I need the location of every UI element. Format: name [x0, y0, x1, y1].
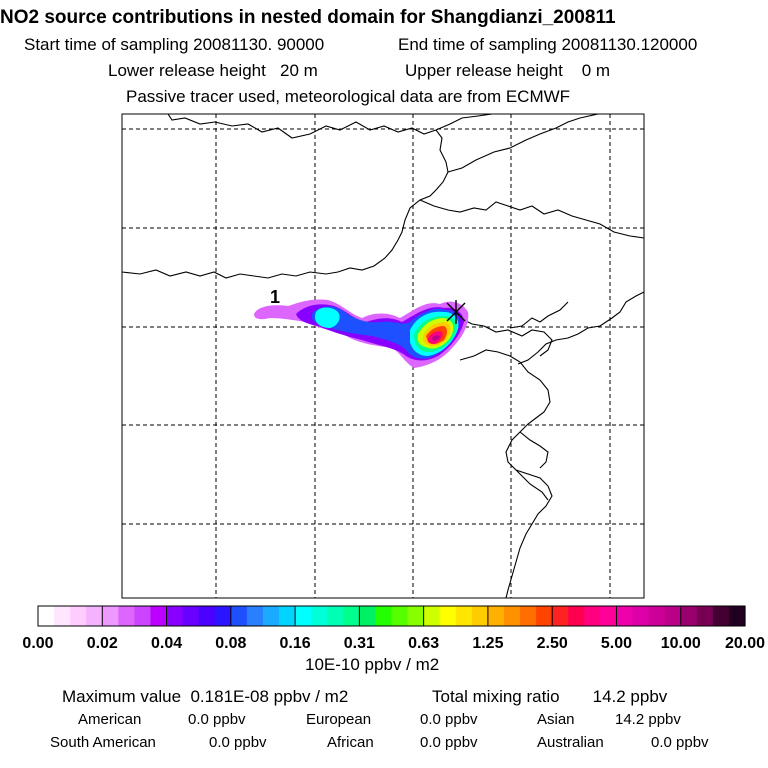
colorbar-cell	[182, 606, 200, 626]
south-american-value: 0.0 ppbv	[209, 734, 267, 751]
colorbar-tick-label: 0.08	[215, 635, 247, 652]
colorbar-cell	[343, 606, 360, 626]
station-star-icon	[446, 300, 466, 324]
colorbar-cell	[616, 606, 634, 626]
colorbar-cell	[680, 606, 698, 626]
colorbar-cell	[214, 606, 232, 626]
colorbar-cell	[696, 606, 714, 626]
max-value: Maximum value 0.181E-08 ppbv / m2	[62, 687, 349, 706]
colorbar-cell	[150, 606, 168, 626]
colorbar-tick-label: 10.00	[660, 635, 701, 652]
european-value: 0.0 ppbv	[420, 711, 478, 728]
colorbar-cell	[648, 606, 666, 626]
european-label: European	[306, 711, 372, 728]
colorbar-cell	[54, 606, 71, 626]
colorbar-cell	[584, 606, 601, 626]
colorbar	[37, 605, 746, 627]
colorbar-cell	[134, 606, 152, 626]
colorbar-cell	[327, 606, 344, 626]
australian-label: Australian	[537, 734, 604, 751]
plume-level-10	[432, 334, 440, 341]
colorbar-cell	[664, 606, 682, 626]
colorbar-cell	[279, 606, 296, 626]
gridlines	[122, 114, 644, 598]
colorbar-cell	[568, 606, 585, 626]
colorbar-tick-label: 0.63	[408, 635, 440, 652]
colorbar-cell	[520, 606, 537, 626]
colorbar-cell	[391, 606, 409, 626]
colorbar-cell	[86, 606, 103, 626]
african-value: 0.0 ppbv	[420, 734, 478, 751]
end-time-label: End time of sampling 20081130.120000	[398, 35, 698, 54]
colorbar-tick-label: 0.16	[279, 635, 311, 652]
boundary-lines	[122, 114, 644, 598]
colorbar-cell	[198, 606, 216, 626]
colorbar-cell	[423, 606, 441, 626]
colorbar-cell	[38, 606, 55, 626]
colorbar-tick-label: 0.00	[22, 635, 54, 652]
american-label: American	[78, 711, 142, 728]
lower-height-label: Lower release height 20 m	[108, 61, 318, 80]
colorbar-cell	[262, 606, 280, 626]
colorbar-cell	[712, 606, 730, 626]
colorbar-cell	[600, 606, 618, 626]
colorbar-cell	[503, 606, 521, 626]
colorbar-cell	[166, 606, 184, 626]
colorbar-tick-label: 0.04	[150, 635, 183, 652]
total-mixing-ratio: Total mixing ratio 14.2 ppbv	[432, 687, 668, 706]
colorbar-cell	[552, 606, 569, 626]
colorbar-cell	[102, 606, 119, 626]
african-label: African	[327, 734, 374, 751]
colorbar-cell	[230, 606, 248, 626]
colorbar-cell	[728, 606, 746, 626]
colorbar-cell	[246, 606, 264, 626]
colorbar-tick-label: 1.25	[472, 635, 504, 652]
colorbar-cell	[295, 606, 312, 626]
map-frame	[121, 113, 645, 599]
colorbar-unit: 10E-10 ppbv / m2	[305, 655, 440, 674]
colorbar-cell	[536, 606, 553, 626]
plume-field	[254, 299, 469, 368]
colorbar-tick-label: 0.02	[86, 635, 118, 652]
start-time-label: Start time of sampling 20081130. 90000	[24, 35, 325, 54]
upper-height-label: Upper release height 0 m	[405, 61, 611, 80]
asian-value: 14.2 ppbv	[615, 711, 681, 728]
colorbar-cell	[632, 606, 650, 626]
colorbar-tick-label: 2.50	[536, 635, 568, 652]
source-label: 1	[270, 287, 280, 307]
tracer-note: Passive tracer used, meteorological data…	[126, 87, 571, 106]
colorbar-cell	[70, 606, 87, 626]
chart-title: NO2 source contributions in nested domai…	[0, 7, 616, 28]
colorbar-tick-label: 5.00	[600, 635, 633, 652]
south-american-label: South American	[50, 734, 156, 751]
australian-value: 0.0 ppbv	[651, 734, 709, 751]
colorbar-cell	[375, 606, 393, 626]
colorbar-cell	[407, 606, 425, 626]
american-value: 0.0 ppbv	[188, 711, 246, 728]
colorbar-cell	[311, 606, 328, 626]
colorbar-cell	[359, 606, 377, 626]
colorbar-cell	[455, 606, 473, 626]
colorbar-tick-label: 20.00	[724, 635, 766, 652]
colorbar-cell	[439, 606, 457, 626]
colorbar-tick-label: 0.31	[343, 635, 375, 652]
asian-label: Asian	[537, 711, 575, 728]
colorbar-cell	[118, 606, 136, 626]
colorbar-cell	[487, 606, 505, 626]
colorbar-cell	[471, 606, 489, 626]
